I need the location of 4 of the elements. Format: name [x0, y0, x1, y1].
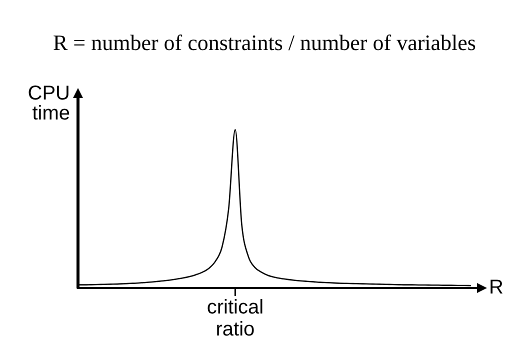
x-axis-title: R	[489, 276, 504, 299]
y-axis-title: CPU time	[28, 82, 70, 125]
chart-title: R = number of constraints / number of variables	[53, 30, 476, 56]
text: critical ratio	[206, 296, 264, 341]
